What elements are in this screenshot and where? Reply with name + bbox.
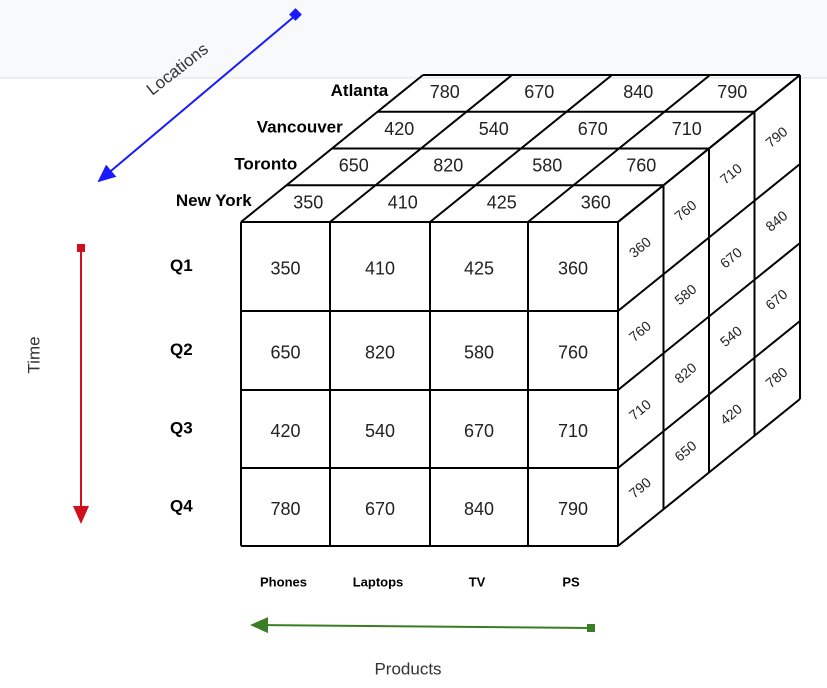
quarter-label: Q1: [170, 256, 193, 275]
quarter-label: Q4: [170, 496, 193, 515]
cell-value: 790: [717, 82, 747, 102]
cell-value: 350: [293, 192, 323, 212]
products-label: Products: [374, 659, 441, 678]
cell-value: 670: [365, 499, 395, 519]
cell-value: 420: [270, 421, 300, 441]
cell-value: 410: [365, 258, 395, 278]
cell-value: 790: [558, 499, 588, 519]
cube-edge: [617, 242, 801, 391]
cube-edge: [617, 163, 801, 312]
cell-value: 580: [671, 281, 699, 308]
cell-value: 760: [626, 156, 656, 176]
cube-edge: [429, 74, 613, 223]
cell-value: 820: [433, 156, 463, 176]
cell-value: 710: [626, 396, 654, 423]
arrow-start: [77, 244, 85, 252]
cell-value: 670: [717, 244, 745, 271]
cell-value: 670: [578, 119, 608, 139]
cell-value: 420: [384, 119, 414, 139]
cell-value: 540: [479, 119, 509, 139]
cube: Q1 350 410 425 360 Q2 650 820 580 760 Q3 420 540 670 7…: [170, 74, 801, 589]
product-label: TV: [469, 574, 486, 589]
cell-value: 840: [464, 499, 494, 519]
location-label: Atlanta: [331, 81, 389, 100]
quarter-label: Q2: [170, 340, 193, 359]
product-label: Phones: [260, 574, 307, 589]
cell-value: 425: [487, 192, 517, 212]
cube-edge: [617, 320, 801, 469]
cell-value: 540: [365, 421, 395, 441]
cell-value: 780: [270, 499, 300, 519]
product-label: PS: [562, 574, 580, 589]
cell-value: 670: [524, 82, 554, 102]
cell-value: 650: [671, 437, 699, 464]
cell-value: 425: [464, 258, 494, 278]
cell-value: 790: [626, 474, 654, 501]
locations-arrow: [97, 14, 297, 183]
cube-edge: [240, 74, 424, 223]
cell-value: 790: [762, 123, 790, 150]
cell-value: 760: [558, 342, 588, 362]
cell-value: 650: [270, 342, 300, 362]
cube-edge: [617, 398, 801, 547]
time-label: Time: [24, 336, 43, 373]
cell-value: 540: [717, 322, 745, 349]
arrow-start: [587, 624, 595, 632]
cell-value: 760: [671, 197, 699, 224]
location-label: New York: [176, 191, 252, 210]
cell-value: 670: [464, 421, 494, 441]
cell-value: 650: [339, 156, 369, 176]
cell-value: 360: [581, 192, 611, 212]
cube-edge: [329, 74, 513, 223]
top-band: [0, 0, 827, 78]
cell-value: 710: [672, 119, 702, 139]
cell-value: 780: [430, 82, 460, 102]
cell-value: 820: [671, 359, 699, 386]
cube-edge: [527, 74, 711, 223]
quarter-label: Q3: [170, 418, 193, 437]
cell-value: 360: [558, 258, 588, 278]
cube-edge: [617, 74, 801, 223]
cell-value: 350: [270, 258, 300, 278]
location-label: Toronto: [234, 154, 297, 173]
cell-value: 360: [626, 233, 654, 260]
cell-value: 710: [558, 421, 588, 441]
cell-value: 670: [762, 286, 790, 313]
cell-value: 580: [464, 342, 494, 362]
cell-value: 420: [717, 400, 745, 427]
cell-value: 780: [762, 364, 790, 391]
cell-value: 580: [532, 156, 562, 176]
products-arrow: [250, 617, 591, 634]
cell-value: 410: [388, 192, 418, 212]
arrow-start: [289, 8, 302, 21]
location-label: Vancouver: [257, 118, 343, 137]
product-label: Laptops: [353, 574, 404, 589]
cell-value: 840: [762, 207, 790, 234]
cell-value: 840: [623, 82, 653, 102]
cell-value: 760: [626, 317, 654, 344]
cell-value: 820: [365, 342, 395, 362]
cell-value: 710: [717, 160, 745, 187]
